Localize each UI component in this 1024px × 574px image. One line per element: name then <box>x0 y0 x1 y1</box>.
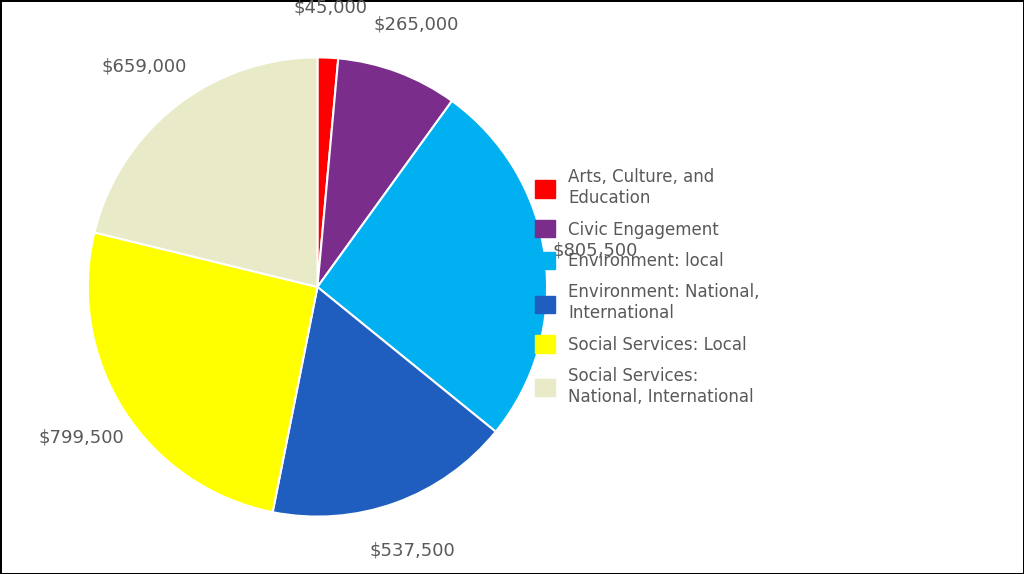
Text: $45,000: $45,000 <box>293 0 368 16</box>
Legend: Arts, Culture, and
Education, Civic Engagement, Environment: local, Environment:: Arts, Culture, and Education, Civic Enga… <box>526 160 768 414</box>
Text: $265,000: $265,000 <box>373 15 459 34</box>
Wedge shape <box>88 232 317 512</box>
Wedge shape <box>272 287 496 517</box>
Text: $799,500: $799,500 <box>38 429 124 447</box>
Text: $659,000: $659,000 <box>101 57 187 76</box>
Text: $537,500: $537,500 <box>370 541 456 560</box>
Wedge shape <box>317 59 452 287</box>
Text: $805,500: $805,500 <box>552 241 638 259</box>
Wedge shape <box>94 57 317 287</box>
Wedge shape <box>317 101 547 432</box>
Wedge shape <box>317 57 338 287</box>
